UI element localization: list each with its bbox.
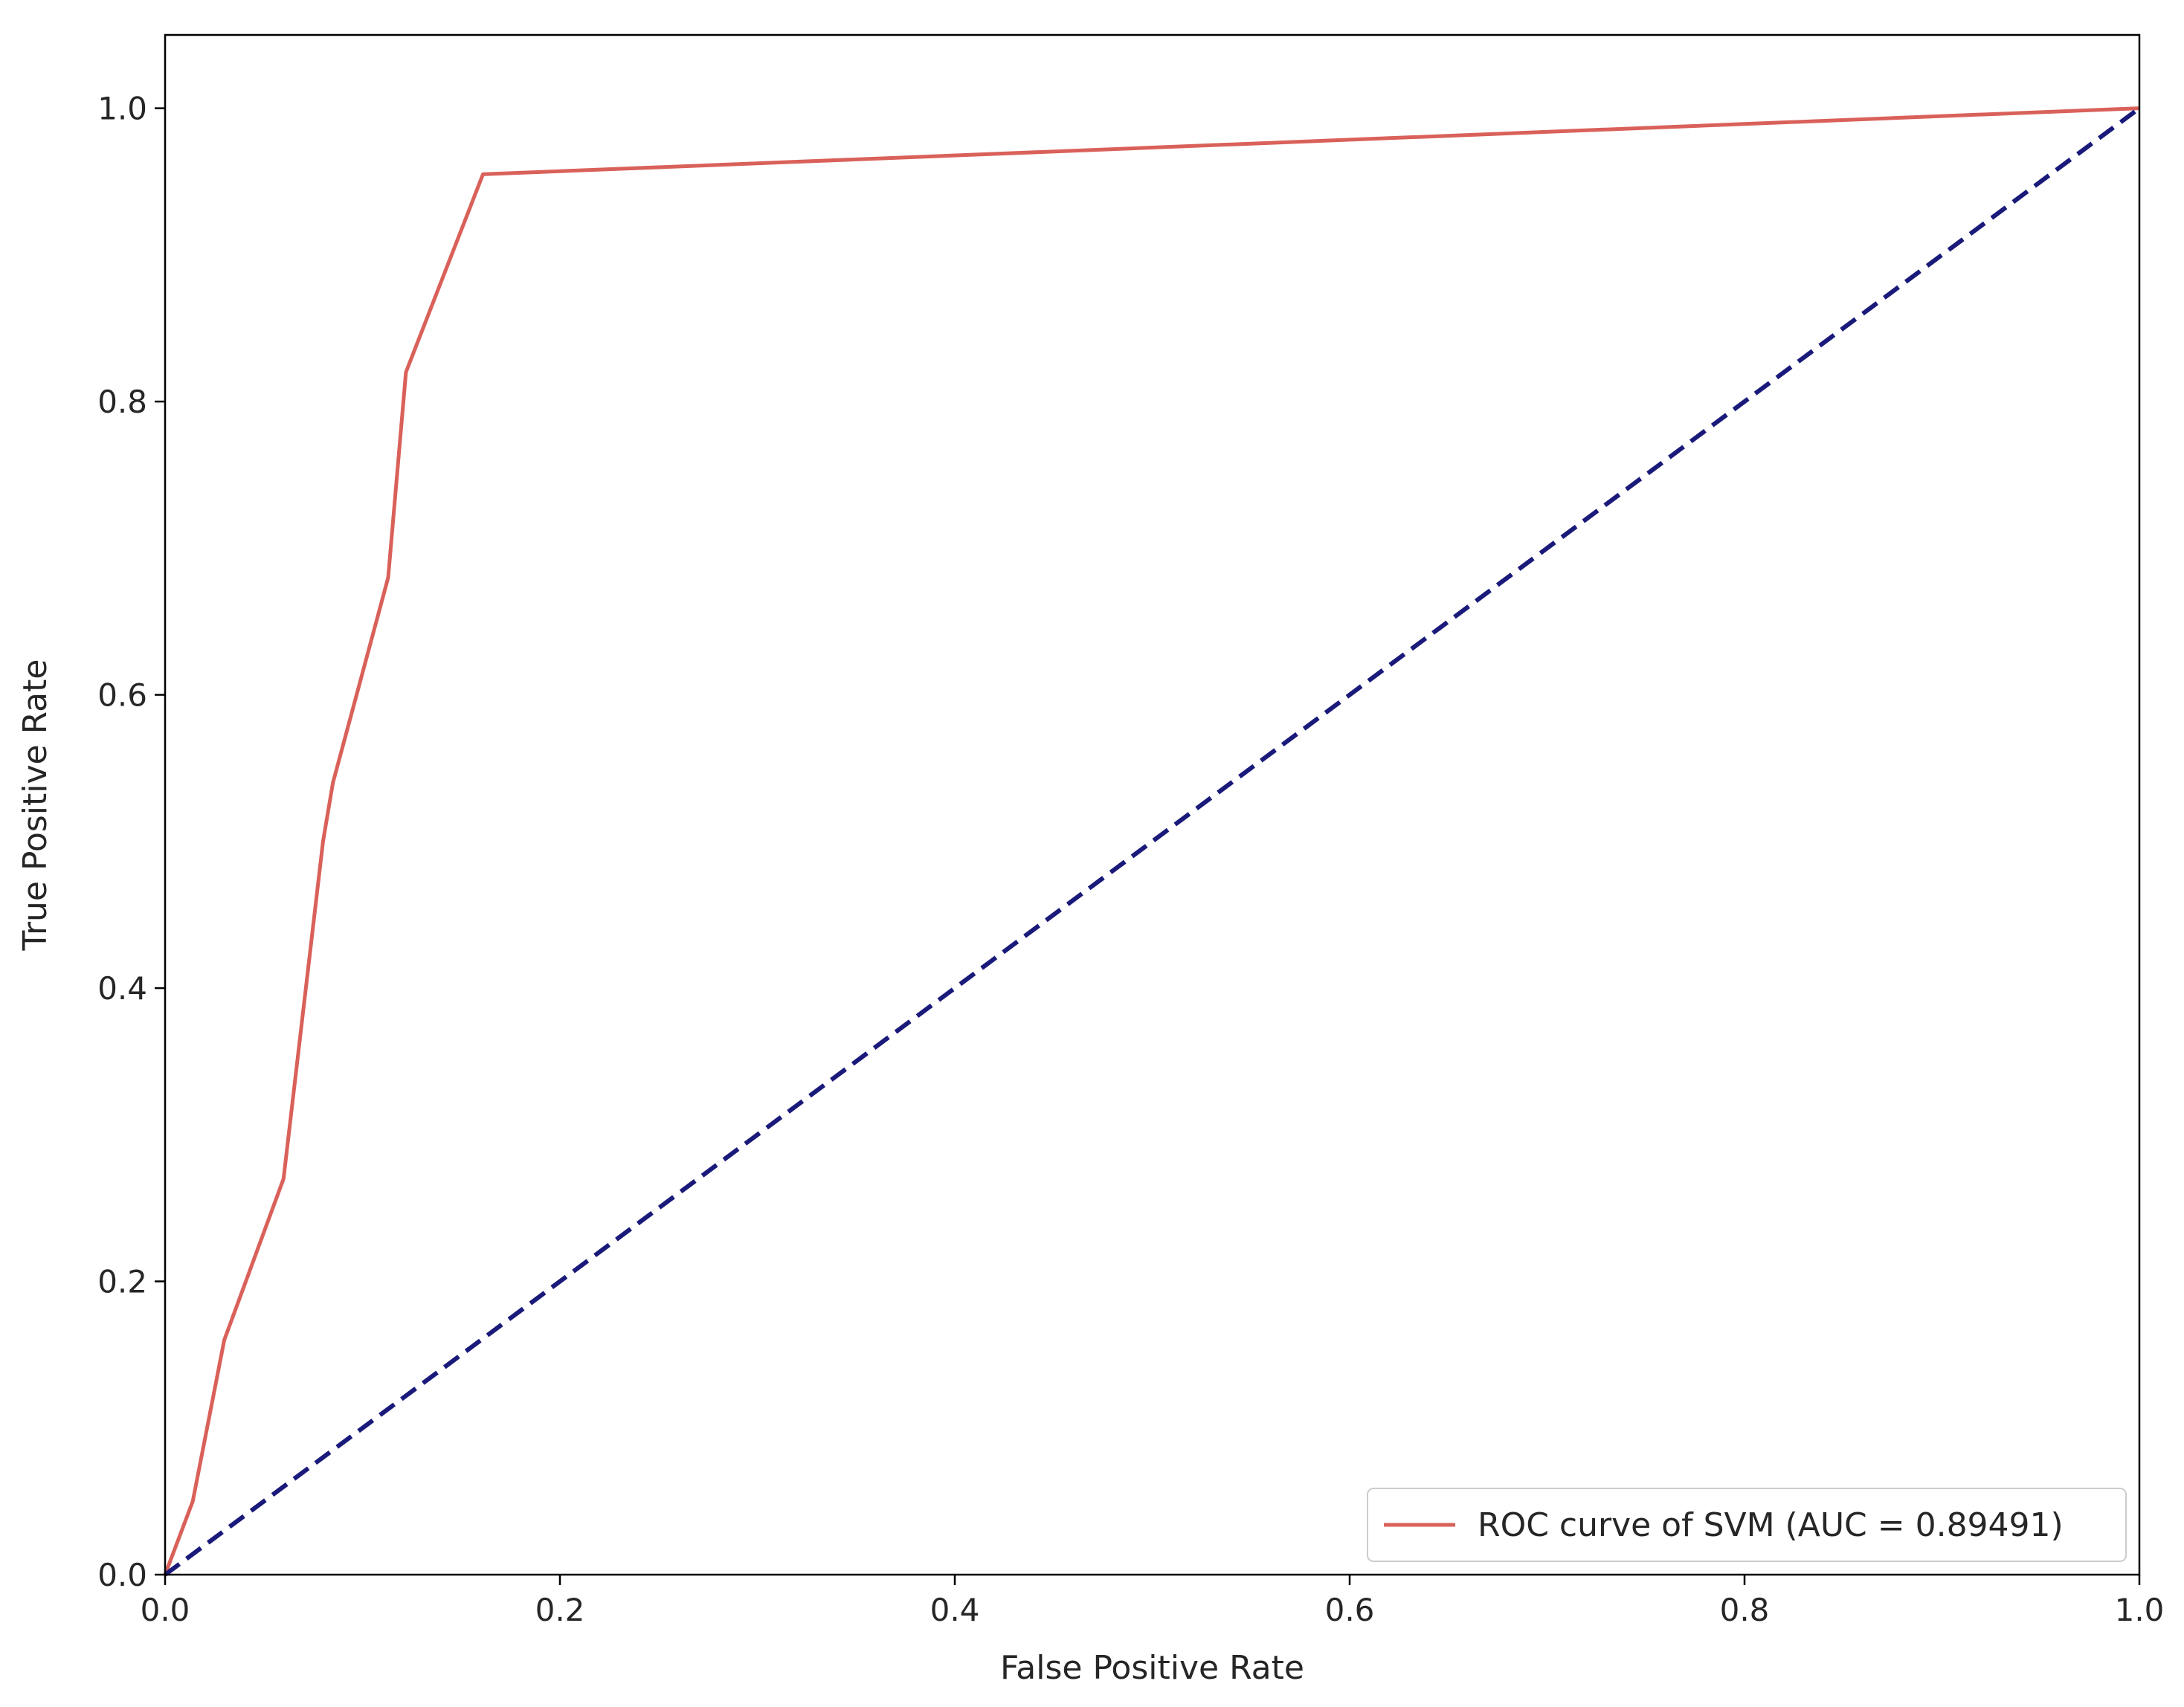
y-axis-label: True Positive Rate xyxy=(16,659,54,952)
y-tick-label: 0.6 xyxy=(97,677,147,714)
legend-entry-roc: ROC curve of SVM (AUC = 0.89491) xyxy=(1478,1506,2064,1544)
plot-area xyxy=(163,106,2141,1577)
x-tick-label: 0.6 xyxy=(1325,1592,1375,1628)
y-tick-label: 0.0 xyxy=(97,1557,147,1593)
x-tick-label: 0.0 xyxy=(141,1592,190,1628)
chance-line xyxy=(164,106,2141,1577)
roc-curve-line xyxy=(163,106,2140,1575)
y-tick-label: 0.2 xyxy=(97,1264,147,1300)
y-tick-label: 0.4 xyxy=(97,970,147,1007)
x-tick-label: 0.8 xyxy=(1720,1592,1770,1628)
x-tick-label: 0.4 xyxy=(930,1592,980,1628)
x-axis: 0.0 0.2 0.4 0.6 0.8 1.0 xyxy=(141,1575,2165,1628)
x-tick-label: 1.0 xyxy=(2115,1592,2165,1628)
y-tick-label: 0.8 xyxy=(97,384,147,420)
legend-box xyxy=(1367,1488,2127,1562)
axes-frame xyxy=(164,33,2141,1576)
legend: ROC curve of SVM (AUC = 0.89491) xyxy=(1367,1488,2127,1562)
x-axis-label: False Positive Rate xyxy=(1000,1649,1304,1687)
y-tick-label: 1.0 xyxy=(97,91,147,127)
x-tick-label: 0.2 xyxy=(535,1592,585,1628)
y-axis: 0.0 0.2 0.4 0.6 0.8 1.0 xyxy=(97,91,165,1593)
